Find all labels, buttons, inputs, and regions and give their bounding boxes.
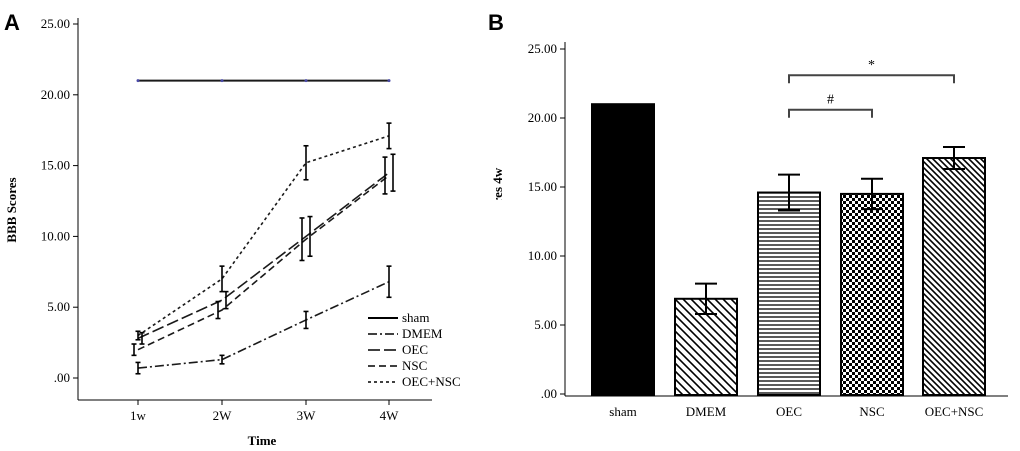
series-point: [387, 79, 391, 83]
panel-b-y-tick-label: 25.00: [528, 41, 557, 56]
panel-a-y-axis-title: BBB Scores: [4, 177, 19, 242]
significance-bracket: *: [788, 58, 955, 84]
error-bar: [219, 265, 225, 293]
error-bar: [219, 354, 225, 365]
series-line-nsc: [137, 174, 390, 351]
bar-oec-nsc: [922, 157, 986, 396]
series-point: [136, 79, 140, 83]
panel-b-x-tick-label: OEC: [776, 404, 802, 419]
legend-label: DMEM: [402, 326, 443, 341]
panel-a-line-chart: .00 5.00 10.00 15.00 20.00 25.00 1w 2W 3W 4W BBB…: [4, 16, 461, 448]
panel-b-y-tick-label: 10.00: [528, 248, 557, 263]
panel-a-y-tick-label: 20.00: [41, 87, 70, 102]
bar-error-bar: [695, 282, 717, 315]
bar-sham: [591, 103, 655, 396]
panel-a-x-tick-label: 4W: [380, 408, 400, 423]
panel-a-y-tick-label: 25.00: [41, 16, 70, 31]
significance-label: #: [827, 93, 834, 108]
panel-b-bar-chart: .00 5.00 10.00 15.00 20.00 25.00 sham DMEM OEC N…: [488, 41, 1008, 419]
panel-a-y-tick-label: 10.00: [41, 228, 70, 243]
panel-a-x-tick-label: 2W: [213, 408, 233, 423]
legend-label: OEC: [402, 342, 428, 357]
panel-b-x-tick-label: NSC: [859, 404, 884, 419]
error-bar: [139, 331, 145, 345]
series-point: [304, 79, 308, 83]
series-line-oec: [137, 172, 390, 340]
panel-a-letter: A: [4, 10, 20, 35]
error-bar: [307, 215, 313, 258]
legend-label: OEC+NSC: [402, 374, 461, 389]
bar-oec: [757, 191, 821, 396]
bar-error-bar: [943, 145, 965, 171]
error-bar: [386, 122, 392, 150]
panel-b-y-title-mask: [488, 200, 512, 266]
error-bar: [215, 300, 221, 320]
legend-label: sham: [402, 310, 429, 325]
panel-b-y-tick-label: .00: [541, 386, 557, 401]
panel-a-x-tick-label: 3W: [297, 408, 317, 423]
panel-a-x-tick-label: 1w: [130, 408, 147, 423]
series-line-dmem: [137, 280, 390, 369]
error-bar: [135, 361, 141, 375]
bar-error-bar: [861, 177, 883, 211]
legend-label: NSC: [402, 358, 427, 373]
panel-b-x-tick-label: DMEM: [686, 404, 727, 419]
bar-error-bar: [778, 173, 800, 212]
panel-b-y-tick-label: 15.00: [528, 179, 557, 194]
error-bar: [299, 217, 305, 262]
panel-b-y-tick-label: 20.00: [528, 110, 557, 125]
panel-a-x-axis-title: Time: [248, 433, 277, 448]
significance-label: *: [868, 58, 875, 73]
panel-a-y-tick-label: 5.00: [47, 299, 70, 314]
error-bar: [390, 153, 396, 192]
error-bar: [303, 310, 309, 330]
error-bar: [131, 343, 137, 357]
panel-b-x-tick-label: OEC+NSC: [925, 404, 984, 419]
error-bar: [303, 144, 309, 181]
bar-nsc: [840, 192, 904, 396]
panel-b-letter: B: [488, 10, 504, 35]
error-bar: [386, 265, 392, 299]
series-line-oec-nsc: [137, 135, 390, 337]
panel-b-y-tick-label: 5.00: [534, 317, 557, 332]
significance-bracket: #: [788, 93, 873, 118]
error-bar: [135, 330, 141, 341]
panel-b-x-tick-label: sham: [609, 404, 636, 419]
panel-a-y-tick-label: .00: [54, 370, 70, 385]
panel-a-y-tick-label: 15.00: [41, 158, 70, 173]
series-point: [220, 79, 224, 83]
error-bar: [382, 156, 388, 195]
